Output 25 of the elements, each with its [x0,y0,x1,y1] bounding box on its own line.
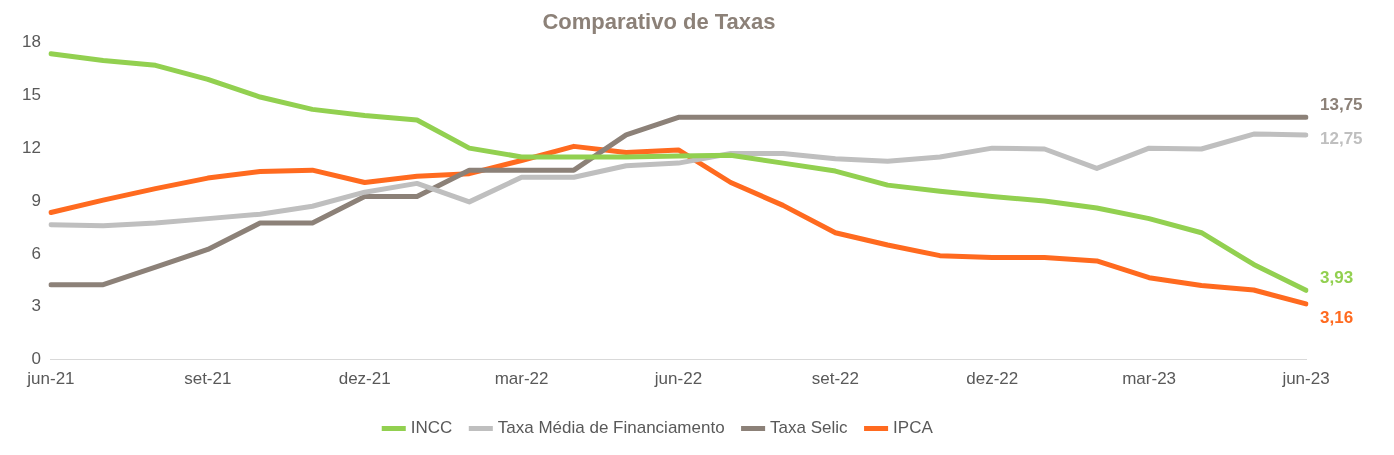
x-tick-label: mar-22 [494,369,549,389]
data-label: 3,16 [1320,307,1354,327]
x-tick-label: set-21 [184,369,232,389]
legend-label: INCC [410,418,453,438]
x-tick-label: dez-21 [338,369,391,389]
y-tick-label: 12 [21,137,41,157]
data-label: 13,75 [1320,94,1363,114]
y-tick-label: 6 [31,243,41,263]
data-label: 3,93 [1320,268,1354,288]
chart-title: Comparativo de Taxas [542,9,776,35]
y-tick-label: 3 [31,296,41,316]
x-tick-label: jun-22 [653,369,703,389]
x-tick-label: jun-23 [1281,369,1330,389]
x-tick-label: set-22 [811,369,859,389]
x-tick-label: dez-22 [966,369,1019,389]
x-tick-label: jun-21 [26,369,75,389]
data-label: 12,75 [1320,128,1363,148]
y-tick-label: 9 [31,190,41,210]
x-tick-label: mar-23 [1122,369,1177,389]
y-tick-label: 0 [31,349,41,369]
legend-label: Taxa Média de Financiamento [497,418,725,438]
y-tick-label: 15 [21,84,41,104]
legend-label: Taxa Selic [770,418,849,438]
legend-label: IPCA [893,418,934,438]
y-tick-label: 18 [21,32,41,52]
